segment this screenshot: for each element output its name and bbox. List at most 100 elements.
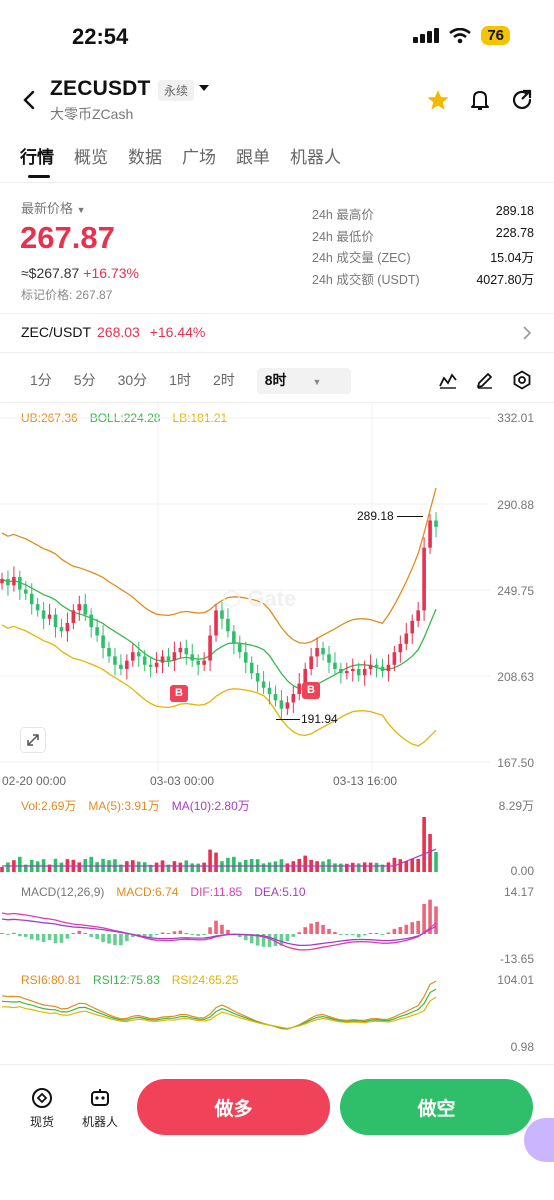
header-actions — [426, 88, 534, 112]
candle-body — [333, 662, 337, 669]
candle-body — [249, 662, 254, 674]
chevron-down-icon[interactable] — [198, 83, 210, 93]
spot-pair-row[interactable]: ZEC/USDT 268.03 +16.44% — [21, 324, 205, 340]
indicator-icon[interactable] — [438, 370, 458, 390]
candle-body — [362, 668, 367, 676]
date-axis-label: 03-13 16:00 — [333, 774, 398, 788]
settings-icon[interactable] — [512, 370, 532, 390]
volume-bar — [434, 852, 438, 872]
candlestick-chart[interactable] — [0, 404, 554, 1064]
status-indicators: 76 — [413, 26, 510, 45]
candle-body — [279, 700, 284, 709]
macd-bar — [291, 934, 296, 937]
buy-marker[interactable]: B — [170, 685, 188, 702]
perpetual-tag: 永续 — [158, 80, 195, 101]
interval-1h[interactable]: 1时 — [169, 372, 191, 388]
volume-bar — [6, 862, 10, 872]
macd-bar — [0, 933, 4, 934]
macd-bar — [190, 934, 195, 935]
candle-body — [47, 614, 52, 619]
macd-bar — [178, 930, 183, 934]
interval-8h[interactable]: 8时 ▼ — [256, 368, 352, 394]
spot-shortcut[interactable]: 现货 — [30, 1086, 54, 1130]
interval-1m[interactable]: 1分 — [30, 372, 52, 388]
volume-bar — [166, 864, 171, 872]
stat-high: 24h 最高价 289.18 — [312, 204, 534, 222]
candle-body — [83, 604, 88, 615]
candle-body — [422, 547, 426, 611]
bot-shortcut[interactable]: 机器人 — [82, 1086, 118, 1130]
macd-bar — [23, 934, 28, 937]
candle-body — [142, 656, 147, 665]
tab-data[interactable]: 数据 — [128, 148, 162, 167]
long-button[interactable]: 做多 — [137, 1079, 330, 1135]
interval-5m[interactable]: 5分 — [73, 372, 96, 388]
candle-body — [350, 668, 355, 672]
tab-bot[interactable]: 机器人 — [290, 148, 341, 167]
short-button[interactable]: 做空 — [340, 1079, 533, 1135]
candle-body — [101, 635, 105, 649]
macd-bar — [18, 934, 22, 937]
draw-pen-icon[interactable] — [475, 370, 495, 390]
candle-body — [374, 664, 379, 667]
volume-bar — [95, 862, 99, 872]
macd-bar — [309, 923, 313, 934]
vol-legend: Vol:2.69万 MA(5):3.91万 MA(10):2.80万 — [21, 799, 250, 813]
tab-copy-trade[interactable]: 跟单 — [236, 148, 270, 167]
candle-body — [428, 520, 432, 548]
assistant-bubble-icon[interactable] — [524, 1118, 554, 1162]
candle-body — [154, 662, 159, 667]
bell-icon[interactable] — [468, 88, 492, 112]
tab-overview[interactable]: 概览 — [74, 148, 108, 167]
back-arrow-icon[interactable] — [18, 88, 42, 112]
chevron-right-icon[interactable] — [522, 326, 532, 340]
volume-bar — [261, 863, 266, 872]
candle-body — [285, 702, 290, 709]
volume-bar — [416, 859, 420, 872]
candle-body — [273, 694, 278, 701]
boll-upper-line — [1, 487, 437, 645]
macd-bar — [166, 933, 171, 934]
fullscreen-icon[interactable] — [20, 727, 46, 753]
watermark-logo: ⬡ Gate — [222, 586, 297, 611]
macd-bar — [243, 934, 248, 941]
buy-marker[interactable]: B — [302, 682, 320, 699]
candle-body — [392, 652, 397, 665]
share-icon[interactable] — [510, 88, 534, 112]
candle-body — [404, 633, 409, 644]
high-price-pointer — [397, 516, 423, 517]
interval-30m[interactable]: 30分 — [117, 372, 148, 388]
stat-low: 24h 最低价 228.78 — [312, 225, 534, 244]
candle-body — [196, 660, 200, 665]
candle-body — [309, 656, 313, 669]
volume-bar — [232, 856, 236, 872]
rsi24-line — [1, 996, 437, 1029]
stats-24h: 24h 最高价 289.18 24h 最低价 228.78 24h 成交量 (ZEC… — [312, 204, 534, 290]
volume-bar — [178, 862, 183, 872]
candle-body — [232, 631, 236, 644]
candle-body — [113, 656, 117, 665]
volume-bar — [356, 863, 361, 872]
macd-bar — [101, 934, 105, 943]
candle-body — [267, 687, 272, 695]
tab-market[interactable]: 行情 — [20, 148, 54, 167]
macd-bar — [333, 932, 337, 934]
candle-body — [71, 610, 76, 623]
tab-square[interactable]: 广场 — [182, 148, 216, 167]
pair-title[interactable]: ZECUSDT — [50, 77, 151, 100]
macd-bar — [285, 934, 290, 942]
rsi-axis-label: 104.01 — [497, 973, 534, 987]
latest-price-label[interactable]: 最新价格 ▼ — [21, 201, 86, 216]
macd-legend: MACD(12,26,9) MACD:6.74 DIF:11.85 DEA:5.… — [21, 885, 306, 899]
macd-bar — [65, 934, 70, 939]
macd-bar — [125, 934, 129, 942]
candle-body — [89, 614, 93, 628]
volume-bar — [374, 862, 379, 872]
macd-bar — [107, 934, 111, 944]
interval-2h[interactable]: 2时 — [212, 372, 235, 388]
volume-bar — [190, 863, 195, 872]
candle-body — [125, 660, 129, 669]
candle-body — [297, 683, 302, 695]
star-icon[interactable] — [426, 88, 450, 112]
date-axis-label: 03-03 00:00 — [150, 774, 215, 788]
